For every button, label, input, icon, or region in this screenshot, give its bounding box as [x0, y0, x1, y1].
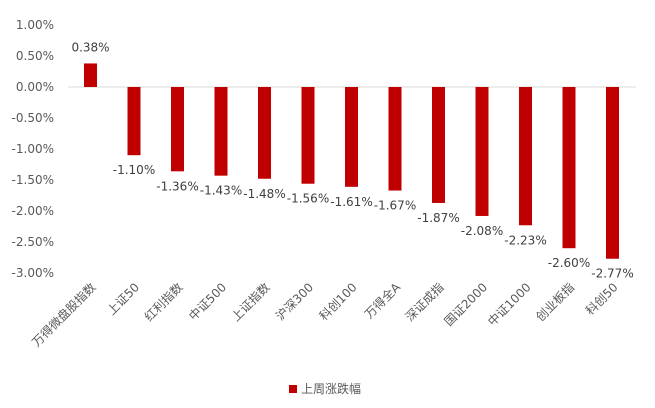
category-label: 沪深300: [273, 280, 316, 323]
data-label: 0.38%: [71, 40, 109, 54]
category-label: 中证1000: [484, 280, 533, 329]
y-tick-label: -2.50%: [12, 235, 54, 249]
data-label: -2.77%: [591, 267, 633, 281]
bar: [127, 87, 141, 156]
bar: [562, 87, 576, 249]
data-label: -1.87%: [417, 211, 459, 225]
data-label: -1.10%: [113, 163, 155, 177]
category-label: 科创100: [317, 280, 360, 323]
legend-label: 上周涨跌幅: [301, 381, 361, 396]
category-label: 国证2000: [442, 280, 490, 328]
bar: [84, 63, 97, 87]
bar: [171, 87, 184, 172]
category-label: 万得微盘股指数: [29, 280, 99, 350]
bars: [84, 63, 619, 259]
category-label: 科创50: [583, 280, 621, 318]
y-axis: 1.00% 0.50% 0.00% -0.50% -1.00% -1.50% -2.00% -…: [12, 18, 636, 280]
data-label: -1.36%: [156, 179, 198, 193]
bar: [475, 87, 489, 216]
bar: [301, 87, 315, 184]
data-labels: 0.38% -1.10%-1.36% -1.43% -1.48% -1.56% -1.61…: [71, 40, 633, 280]
data-label: -1.61%: [330, 195, 372, 209]
y-tick-label: -2.00%: [12, 204, 54, 218]
y-tick-label: -3.00%: [12, 266, 54, 280]
data-label: -1.48%: [243, 187, 285, 201]
y-tick-label: 0.50%: [16, 49, 54, 63]
category-label: 上证指数: [228, 280, 273, 325]
category-label: 深证成指: [402, 280, 447, 325]
y-tick-label: -1.50%: [12, 173, 54, 187]
y-tick-label: 0.00%: [16, 80, 54, 94]
bar: [388, 87, 402, 191]
data-label: -1.56%: [287, 192, 329, 206]
category-label: 万得全A: [361, 279, 403, 321]
bar: [432, 87, 445, 203]
y-tick-label: -1.00%: [12, 142, 54, 156]
data-label: -2.08%: [461, 224, 503, 238]
legend: 上周涨跌幅: [289, 381, 361, 396]
category-label: 上证50: [104, 280, 142, 318]
y-tick-label: -0.50%: [12, 111, 54, 125]
category-label: 中证500: [185, 280, 229, 324]
category-label: 创业板指: [533, 280, 578, 325]
y-tick-label: 1.00%: [16, 18, 54, 32]
bar: [606, 87, 619, 259]
x-axis: 万得微盘股指数 上证50 红利指数 中证500 上证指数 沪深300 科创100 万得全A 深证…: [29, 279, 621, 350]
legend-swatch: [289, 385, 297, 393]
bar: [214, 87, 228, 176]
data-label: -1.67%: [374, 199, 416, 213]
data-label: -2.60%: [548, 256, 590, 270]
data-label: -1.43%: [200, 184, 242, 198]
category-label: 红利指数: [141, 280, 186, 325]
bar: [258, 87, 271, 179]
data-label: -2.23%: [504, 233, 546, 247]
bar: [345, 87, 358, 187]
bar: [519, 87, 532, 226]
